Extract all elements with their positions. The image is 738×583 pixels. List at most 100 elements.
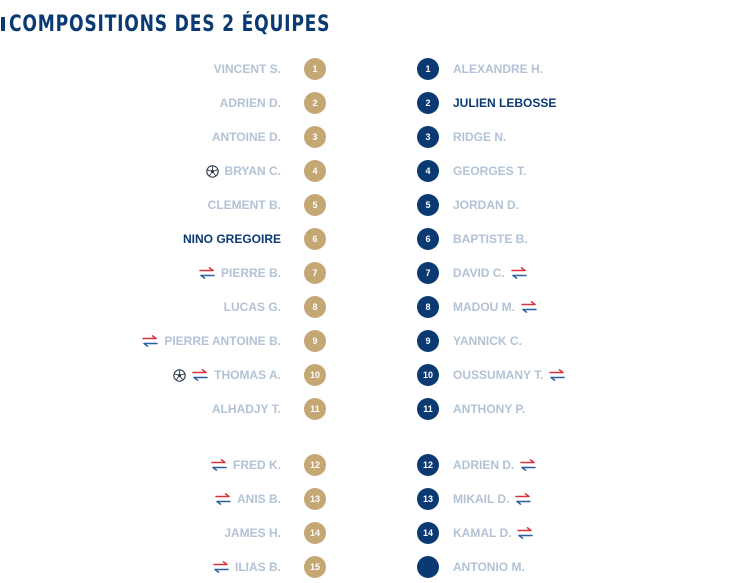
player-name: ANTOINE D.	[211, 130, 281, 144]
player-row: ADRIEN D. 2	[220, 91, 326, 115]
jersey-number-badge: 3	[417, 126, 439, 148]
player-row: 14 KAMAL D.	[417, 521, 534, 545]
player-name: NINO GREGOIRE	[182, 232, 281, 246]
player-row: PIERRE B. 7	[199, 261, 326, 285]
jersey-number-badge: 8	[304, 296, 326, 318]
player-name: ILIAS B.	[234, 560, 281, 574]
player-row: 3 RIDGE N.	[417, 125, 506, 149]
jersey-number-badge: 10	[417, 364, 439, 386]
jersey-number-badge: 10	[304, 364, 326, 386]
player-name: GEORGES T.	[453, 164, 527, 178]
player-name: BAPTISTE B.	[453, 232, 528, 246]
player-row: 10 OUSSUMANY T.	[417, 363, 566, 387]
jersey-number-badge	[417, 556, 439, 578]
jersey-number-badge: 5	[304, 194, 326, 216]
player-row: 13 MIKAIL D.	[417, 487, 532, 511]
player-name: JORDAN D.	[453, 198, 520, 212]
player-name: ALHADJY T.	[211, 402, 281, 416]
jersey-number-badge: 8	[417, 296, 439, 318]
jersey-number-badge: 9	[304, 330, 326, 352]
jersey-number-badge: 14	[304, 522, 326, 544]
player-row: ANTOINE D. 3	[212, 125, 326, 149]
substitution-icon	[199, 267, 215, 279]
ball-icon	[173, 368, 186, 382]
jersey-number-badge: 1	[304, 58, 326, 80]
substitution-icon	[213, 561, 229, 573]
player-row: THOMAS A. 10	[173, 363, 326, 387]
player-row: 8 MADOU M.	[417, 295, 537, 319]
player-row: ALHADJY T. 11	[212, 397, 326, 421]
player-row: BRYAN C. 4	[205, 159, 326, 183]
player-name: ANTHONY P.	[453, 402, 526, 416]
player-row: CLEMENT B. 5	[208, 193, 326, 217]
substitution-icon	[215, 493, 231, 505]
jersey-number-badge: 6	[304, 228, 326, 250]
player-name: THOMAS A.	[214, 368, 281, 382]
player-row: NINO GREGOIRE 6	[183, 227, 326, 251]
player-name: KAMAL D.	[453, 526, 512, 540]
jersey-number-badge: 12	[417, 454, 439, 476]
jersey-number-badge: 14	[417, 522, 439, 544]
player-name: ALEXANDRE H.	[453, 62, 544, 76]
substitution-icon	[192, 369, 208, 381]
jersey-number-badge: 11	[304, 398, 326, 420]
substitution-icon	[515, 493, 532, 505]
player-name: JULIEN LEBOSSE	[453, 96, 557, 110]
jersey-number-badge: 5	[417, 194, 439, 216]
player-name: PIERRE ANTOINE B.	[164, 334, 281, 348]
player-name: PIERRE B.	[220, 266, 281, 280]
player-name: DAVID C.	[453, 266, 505, 280]
jersey-number-badge: 9	[417, 330, 439, 352]
jersey-number-badge: 6	[417, 228, 439, 250]
player-name: ANIS B.	[236, 492, 281, 506]
jersey-number-badge: 1	[417, 58, 439, 80]
player-row: 11 ANTHONY P.	[417, 397, 525, 421]
player-row: 1 ALEXANDRE H.	[417, 57, 543, 81]
player-row: 9 YANNICK C.	[417, 329, 522, 353]
player-name: ANTONIO M.	[453, 560, 525, 574]
jersey-number-badge: 13	[304, 488, 326, 510]
substitution-icon	[142, 335, 159, 347]
player-row: LUCAS G. 8	[224, 295, 326, 319]
player-name: FRED K.	[233, 458, 281, 472]
player-name: VINCENT S.	[213, 62, 281, 76]
substitution-icon	[521, 301, 537, 313]
player-row: ANIS B. 13	[215, 487, 326, 511]
player-row: 2 JULIEN LEBOSSE	[417, 91, 556, 115]
substitution-icon	[549, 369, 566, 381]
player-name: LUCAS G.	[223, 300, 281, 314]
section-header: COMPOSITIONS DES 2 ÉQUIPES	[0, 8, 421, 40]
substitution-icon	[517, 527, 534, 539]
player-row: 4 GEORGES T.	[417, 159, 526, 183]
header-accent-bar	[1, 17, 5, 31]
substitution-icon	[520, 459, 537, 471]
player-name: MADOU M.	[453, 300, 515, 314]
player-name: ADRIEN D.	[453, 458, 515, 472]
player-row: 5 JORDAN D.	[417, 193, 519, 217]
jersey-number-badge: 4	[417, 160, 439, 182]
player-row: 7 DAVID C.	[417, 261, 527, 285]
ball-icon	[205, 164, 219, 178]
jersey-number-badge: 2	[417, 92, 439, 114]
player-name: RIDGE N.	[453, 130, 507, 144]
substitution-icon	[211, 459, 227, 471]
player-name: CLEMENT B.	[207, 198, 281, 212]
jersey-number-badge: 15	[304, 556, 326, 578]
jersey-number-badge: 12	[304, 454, 326, 476]
player-row: 12 ADRIEN D.	[417, 453, 537, 477]
jersey-number-badge: 11	[417, 398, 439, 420]
player-row: PIERRE ANTOINE B. 9	[142, 329, 326, 353]
jersey-number-badge: 7	[304, 262, 326, 284]
player-name: YANNICK C.	[453, 334, 522, 348]
jersey-number-badge: 13	[417, 488, 439, 510]
jersey-number-badge: 4	[304, 160, 326, 182]
player-row: FRED K. 12	[211, 453, 326, 477]
page-title: COMPOSITIONS DES 2 ÉQUIPES	[9, 11, 331, 37]
player-row: 6 BAPTISTE B.	[417, 227, 528, 251]
substitution-icon	[511, 267, 527, 279]
jersey-number-badge: 2	[304, 92, 326, 114]
jersey-number-badge: 3	[304, 126, 326, 148]
player-row: VINCENT S. 1	[214, 57, 326, 81]
